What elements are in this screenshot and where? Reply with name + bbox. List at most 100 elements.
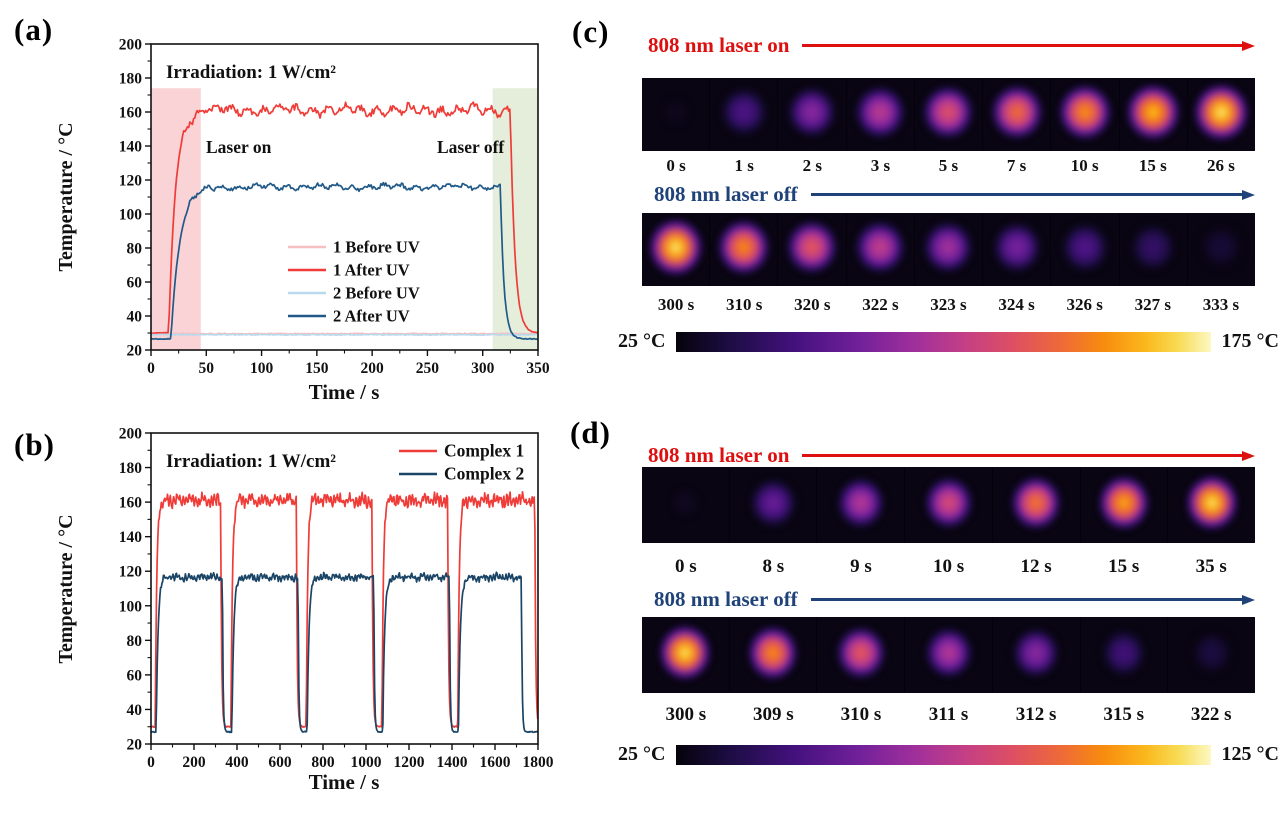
thermal-blob [1184,473,1240,533]
x-tick-label: 250 [416,360,440,377]
y-tick-label: 40 [127,702,143,719]
laser-off-arrow-icon [810,189,1255,200]
series-2-after-uv [151,181,538,341]
irradiation-annotation: Irradiation: 1 W/cm² [166,451,336,472]
thermal-blob [922,475,975,530]
frame-time-label: 3 s [870,156,891,175]
thermal-blob [746,624,800,682]
frame-time-label: 310 s [725,295,763,314]
thermal-frame [728,617,817,693]
colorbar-c-min-label: 25 °C [618,330,666,352]
thermal-frame [1050,213,1119,286]
x-tick-label: 50 [199,360,215,377]
laser-on-arrow-icon [802,450,1255,461]
thermal-blob [786,85,838,139]
frame-time-label: 309 s [753,704,794,725]
thermal-blob [1188,628,1235,677]
shaded-region [151,88,201,350]
laser-off-heading-c: 808 nm laser off [654,182,1255,207]
thermal-frame [642,617,729,693]
x-axis-label: Time / s [309,380,380,404]
x-tick-label: 0 [147,754,155,771]
laser-on-arrow-icon [802,40,1255,51]
thermal-frame [1118,213,1187,286]
laser-on-text-c: 808 nm laser on [648,33,790,57]
thermal-frame [991,467,1080,543]
x-tick-label: 350 [526,360,550,377]
y-tick-label: 200 [119,37,143,54]
laser-off-text-c: 808 nm laser off [654,182,798,206]
series-1-after-uv [151,101,538,335]
thermal-frame [845,78,914,151]
thermal-blob [1197,222,1246,272]
frame-time-label: 2 s [802,156,822,175]
panel-c-label: (c) [572,14,610,49]
thermal-frame [845,213,914,286]
x-axis-label: Time / s [309,770,380,794]
y-tick-label: 140 [119,529,143,546]
colorbar-d-min-label: 25 °C [618,743,666,765]
thermal-blob [1192,82,1251,142]
thermal-blob [1128,222,1178,273]
thermal-blob [835,476,886,530]
thermal-blob [1096,473,1151,532]
frame-time-label: 15 s [1138,156,1167,175]
frame-time-label: 10 s [932,556,965,577]
thermal-blob [834,625,887,681]
legend-label: Complex 2 [444,464,524,484]
time-labels-c-laser-off: 300 s 310 s 320 s 322 s 323 s 324 s 326 s 327 s… [642,295,1255,315]
time-labels-d-laser-on: 0 s 8 s 9 s 10 s 12 s 15 s 35 s [642,556,1255,578]
chart-b-cycling-temperature: 0 200 400 600 800 1000 1200 1400 1600 1800 20 40 60 8… [55,426,554,795]
thermal-blob [989,83,1045,141]
thermal-frame [904,617,992,693]
frame-time-label: 333 s [1202,295,1240,314]
thermal-blob [657,623,713,683]
frame-time-label: 15 s [1108,556,1140,577]
thermal-frame [1167,467,1256,543]
frame-time-label: 8 s [762,556,785,577]
panel-b: (b) 0 200 400 600 800 1000 1200 1400 1600 1800 20 4… [0,415,560,832]
thermal-blob [922,220,975,275]
y-tick-label: 160 [119,495,143,512]
x-tick-label: 400 [225,754,249,771]
laser-on-text-d: 808 nm laser on [648,443,790,467]
y-tick-label: 60 [127,667,143,684]
thermal-frame [709,213,778,286]
frame-time-label: 326 s [1066,295,1103,314]
thermal-strip-d-laser-on [642,467,1256,543]
thermal-strip-d-laser-off [642,617,1256,693]
legend-label: 1 Before UV [333,238,420,257]
x-tick-label: 1600 [480,754,511,771]
thermal-blob [662,478,709,527]
legend-label: Complex 1 [444,441,524,461]
y-tick-label: 180 [119,71,143,88]
x-tick-label: 150 [305,360,329,377]
y-tick-label: 120 [119,173,143,190]
laser-off-arrow-icon [810,594,1255,605]
frame-time-label: 12 s [1020,556,1052,577]
thermal-strip-c-laser-off [642,213,1255,286]
y-tick-label: 100 [119,598,143,615]
thermal-frame [709,78,778,151]
frame-time-label: 312 s [1015,704,1057,725]
y-tick-label: 100 [119,207,143,224]
thermal-frame [642,213,710,286]
laser-on-heading-d: 808 nm laser on [648,443,1255,468]
frame-time-label: 5 s [938,156,959,175]
x-tick-label: 200 [182,754,206,771]
colorbar-c: 25 °C 175 °C [618,330,1279,353]
y-tick-label: 40 [127,309,143,326]
series-complex-1 [151,490,538,728]
frame-time-label: 26 s [1206,156,1235,175]
y-tick-label: 160 [119,105,143,122]
thermal-blob [1100,627,1148,678]
thermal-blob [718,86,769,138]
thermal-frame [642,467,729,543]
frame-time-label: 320 s [794,295,831,314]
panel-d-label: (d) [570,415,611,450]
panel-b-label: (b) [14,427,55,462]
x-tick-label: 0 [147,360,155,377]
thermal-blob [1057,83,1113,142]
thermal-frame [1186,78,1255,151]
shaded-region [492,88,538,350]
